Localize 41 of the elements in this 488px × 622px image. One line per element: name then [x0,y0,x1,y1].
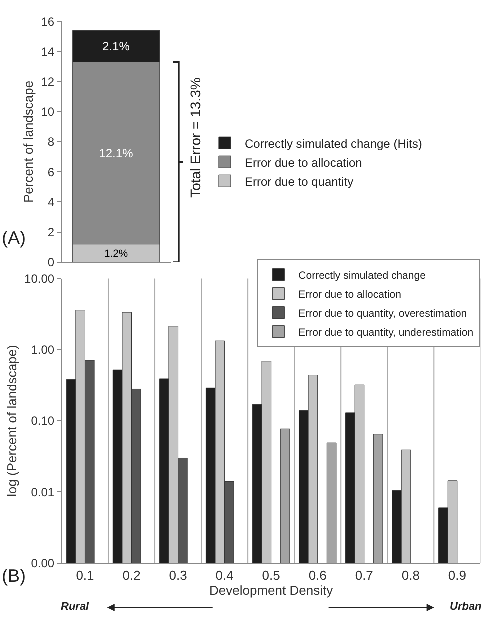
y-tick-label: 12 [41,74,55,89]
y-axis-title: log (Percent of landscape) [4,345,20,497]
y-tick-label: 0.00 [31,556,55,571]
x-tick-label: 0.5 [262,568,280,583]
y-tick-label: 4 [48,195,55,210]
y-tick-label: 0.10 [31,414,55,428]
x-tick-label: 0.3 [169,568,188,583]
y-axis-title: Percent of landscape [21,80,36,204]
y-tick-label: 8 [48,135,55,150]
y-tick-label: 0 [48,256,55,270]
text: 12.1% [99,146,134,160]
y-tick-label: 10 [41,105,55,120]
x-tick-label: 0.6 [308,568,327,583]
text: (A) [2,228,26,248]
legend-label: Correctly simulated change [298,270,426,282]
text: Total Error = 13.3% [187,78,204,198]
y-tick-label: 6 [48,165,55,180]
y-tick-label: 14 [41,44,55,59]
legend-label: Error due to allocation [298,288,402,301]
legend-label: Error due to quantity [244,174,354,189]
legend-label: Correctly simulated change (Hits) [244,136,422,151]
x-tick-label: 0.4 [216,568,234,583]
x-tick-label: 0.1 [76,568,94,583]
x-tick-label: 0.8 [402,568,420,583]
legend-label: Error due to quantity, overestimation [298,308,468,320]
y-tick-label: 10.00 [24,272,55,286]
text: (B) [2,566,26,586]
x-tick-label: 0.7 [355,568,374,583]
text: Rural [61,601,90,613]
legend-label: Error due to quantity, underestimation [298,326,474,339]
y-tick-label: 0.01 [31,485,55,500]
text: Urban [450,601,482,613]
y-tick-label: 16 [41,14,55,29]
text: 1.2% [104,248,128,260]
text: 2.1% [102,39,130,54]
x-tick-label: 0.9 [448,568,466,583]
legend-label: Error due to allocation [244,156,362,170]
y-tick-label: 2 [48,225,55,240]
x-tick-label: 0.2 [122,568,141,583]
x-axis-title: Development Density [210,582,334,598]
y-tick-label: 1.00 [31,343,55,358]
